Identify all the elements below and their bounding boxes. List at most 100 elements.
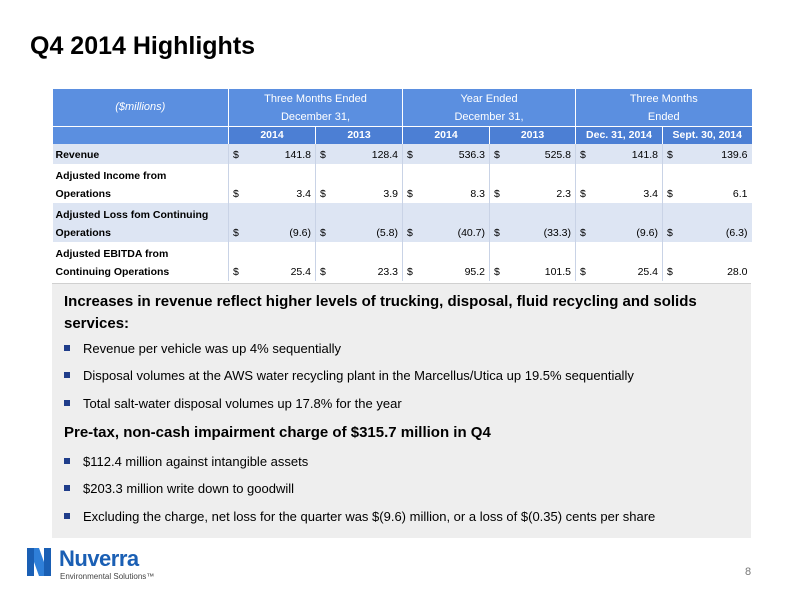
highlight-heading-revenue: Increases in revenue reflect higher leve… <box>64 293 697 332</box>
value: 141.8 <box>631 148 659 161</box>
value-cell: $536.3 <box>402 143 490 164</box>
value-cell: $128.4 <box>314 143 403 164</box>
value: 28.0 <box>727 265 748 278</box>
currency-symbol: $ <box>580 148 586 161</box>
row-label: Adjusted Income from Operations <box>52 163 229 203</box>
value-cell: $25.4 <box>575 241 663 281</box>
square-bullet-icon <box>64 345 70 351</box>
value: 101.5 <box>544 265 572 278</box>
value-cell: $3.9 <box>314 163 403 203</box>
bullet-text: Total salt-water disposal volumes up 17.… <box>83 396 402 411</box>
table-row-adjusted-income: Adjusted Income from Operations $3.4 $3.9… <box>52 163 752 203</box>
currency-symbol: $ <box>233 187 239 200</box>
group-header-1-line1: Three Months Ended <box>227 89 403 108</box>
value-cell: $8.3 <box>402 163 490 203</box>
value: 525.8 <box>544 148 572 161</box>
list-item: Disposal volumes at the AWS water recycl… <box>64 368 634 383</box>
logo-tagline: Environmental Solutions™ <box>60 572 155 581</box>
currency-symbol: $ <box>320 265 326 278</box>
bullet-text: $112.4 million against intangible assets <box>83 454 309 469</box>
value-cell: $139.6 <box>662 143 752 164</box>
square-bullet-icon <box>64 485 70 491</box>
value-cell: $141.8 <box>228 143 316 164</box>
table-row-adjusted-loss: Adjusted Loss fom Continuing Operations $… <box>52 202 752 242</box>
subheader-blank <box>52 125 229 144</box>
group-header-1-line2: December 31, <box>227 108 403 126</box>
subheader-cell: Dec. 31, 2014 <box>575 125 663 144</box>
value: 25.4 <box>290 265 311 278</box>
value-cell: $28.0 <box>662 241 752 281</box>
value-cell: $ (33.3) <box>489 202 576 242</box>
value-cell: $ (9.6) <box>575 202 663 242</box>
highlights-box: Increases in revenue reflect higher leve… <box>52 283 751 538</box>
value-cell: $525.8 <box>489 143 576 164</box>
subheader-row: 2014 2013 2014 2013 Dec. 31, 2014 Sept. … <box>52 125 752 144</box>
currency-symbol: $ <box>667 148 673 161</box>
group-header-3-line1: Three Months <box>575 89 752 108</box>
currency-symbol: $ <box>233 265 239 278</box>
currency-symbol: $ <box>407 148 413 161</box>
currency-symbol: $ <box>494 226 500 239</box>
currency-symbol: $ <box>494 265 500 278</box>
value-cell: $ (6.3) <box>662 202 752 242</box>
currency-symbol: $ <box>494 148 500 161</box>
nuverra-logo-icon <box>27 548 51 576</box>
header-row-second: December 31, December 31, Ended <box>53 108 752 126</box>
value: (5.8) <box>376 226 399 239</box>
table-row-adjusted-ebitda: Adjusted EBITDA from Continuing Operation… <box>52 241 752 281</box>
row-label: Revenue <box>52 143 229 164</box>
value: 128.4 <box>371 148 399 161</box>
value-cell: $6.1 <box>662 163 752 203</box>
currency-symbol: $ <box>667 226 673 239</box>
value-cell: $23.3 <box>314 241 403 281</box>
row-label-line: Adjusted Loss fom Continuing <box>55 208 209 221</box>
value-cell: $2.3 <box>489 163 576 203</box>
value-cell: $ (9.6) <box>228 202 316 242</box>
header-row-top: ($millions) Three Months Ended Year Ende… <box>52 89 752 126</box>
square-bullet-icon <box>64 372 70 378</box>
group-header-2-line2: December 31, <box>402 108 576 126</box>
row-label-line: Adjusted EBITDA from <box>55 247 169 260</box>
group-header-2-line1: Year Ended <box>402 89 576 108</box>
row-label-line: Adjusted Income from <box>55 169 167 182</box>
currency-symbol: $ <box>320 148 326 161</box>
row-label-line: Operations <box>55 226 111 239</box>
value: (9.6) <box>289 226 311 239</box>
value-cell: $95.2 <box>402 241 490 281</box>
currency-symbol: $ <box>580 226 586 239</box>
table-row-revenue: Revenue $141.8 $128.4 $536.3 $525.8 $141… <box>52 143 752 164</box>
value: 95.2 <box>464 265 486 278</box>
currency-symbol: $ <box>494 187 500 200</box>
row-label-line: Continuing Operations <box>55 265 170 278</box>
currency-symbol: $ <box>320 226 326 239</box>
value: 6.1 <box>732 187 748 200</box>
subheader-cell: 2013 <box>314 125 403 144</box>
row-label: Adjusted EBITDA from Continuing Operation… <box>52 241 229 281</box>
bullet-text: Excluding the charge, net loss for the q… <box>83 509 656 524</box>
value: (33.3) <box>543 226 572 239</box>
subheader-cell: 2014 <box>228 125 316 144</box>
value: 536.3 <box>458 148 486 161</box>
currency-symbol: $ <box>233 226 239 239</box>
list-item: $203.3 million write down to goodwill <box>64 481 294 496</box>
value: (40.7) <box>457 226 486 239</box>
value-cell: $101.5 <box>489 241 576 281</box>
value-cell: $3.4 <box>575 163 663 203</box>
square-bullet-icon <box>64 400 70 406</box>
value: 3.4 <box>296 187 311 200</box>
value: 25.4 <box>637 265 659 278</box>
bullet-text: Revenue per vehicle was up 4% sequential… <box>83 341 341 356</box>
currency-symbol: $ <box>667 187 673 200</box>
bullet-text: $203.3 million write down to goodwill <box>83 481 295 496</box>
logo-wordmark: Nuverra <box>59 546 139 571</box>
value: 3.9 <box>383 187 399 200</box>
currency-symbol: $ <box>407 265 413 278</box>
value: 141.8 <box>284 148 311 161</box>
list-item: Revenue per vehicle was up 4% sequential… <box>64 341 341 356</box>
group-header-3-line2: Ended <box>575 108 752 126</box>
row-label: Adjusted Loss fom Continuing Operations <box>52 202 229 242</box>
subheader-cell: 2014 <box>402 125 490 144</box>
currency-symbol: $ <box>320 187 326 200</box>
value-cell: $25.4 <box>228 241 316 281</box>
financial-summary-table: ($millions) Three Months Ended Year Ende… <box>52 89 752 281</box>
